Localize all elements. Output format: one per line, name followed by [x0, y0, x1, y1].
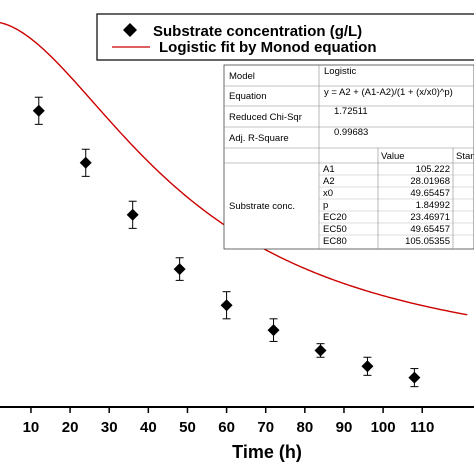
table-r2-label: Adj. R-Square — [229, 133, 289, 144]
x-tick-label: 110 — [410, 419, 434, 436]
table-chisq-value: 1.72511 — [334, 106, 368, 117]
x-tick-label: 40 — [140, 419, 157, 436]
data-point — [79, 148, 92, 177]
param-value: 1.84992 — [416, 200, 450, 211]
diamond-marker — [79, 156, 92, 169]
diamond-marker — [126, 208, 139, 221]
param-value: 23.46971 — [410, 212, 450, 223]
x-tick-label: 20 — [62, 419, 79, 436]
data-point — [126, 200, 139, 229]
param-name: x0 — [323, 188, 333, 199]
legend-box — [96, 13, 474, 61]
table-frame — [223, 64, 474, 250]
param-rows: A1 105.222 A2 28.01968 x0 49.65457 p 1.84992 EC2… — [323, 164, 450, 247]
table-equation-value: y = A2 + (A1-A2)/(1 + (x/x0)^p) — [324, 87, 453, 98]
diamond-marker — [220, 299, 233, 312]
diamond-marker — [314, 344, 327, 357]
param-value: 49.65457 — [410, 188, 450, 199]
param-name: A1 — [323, 164, 335, 175]
param-name: EC20 — [323, 212, 347, 223]
x-tick-label: 30 — [101, 419, 118, 436]
data-point — [173, 257, 186, 281]
param-name: EC50 — [323, 224, 347, 235]
param-value: 49.65457 — [410, 224, 450, 235]
table-model-value: Logistic — [324, 66, 356, 77]
param-name: EC80 — [323, 236, 347, 247]
table-std-header: Standard Error — [456, 151, 474, 162]
param-value: 105.222 — [416, 164, 450, 175]
param-value: 28.01968 — [410, 176, 450, 187]
x-tick-label: 80 — [296, 419, 313, 436]
diamond-marker — [32, 104, 45, 117]
legend: Substrate concentration (g/L) Logistic f… — [96, 13, 474, 61]
table-model-label: Model — [229, 71, 255, 82]
table-row-group: Substrate conc. — [229, 201, 295, 212]
legend-marker-icon — [123, 23, 137, 37]
diamond-marker — [173, 263, 186, 276]
fit-results-table: Model Logistic Equation y = A2 + (A1-A2)… — [223, 64, 474, 250]
data-point — [32, 96, 45, 125]
diamond-marker — [408, 371, 421, 384]
table-value-header: Value — [381, 151, 405, 162]
diamond-marker — [361, 360, 374, 373]
x-tick-label: 90 — [336, 419, 353, 436]
data-point — [361, 356, 374, 376]
x-axis-label: Time (h) — [232, 442, 302, 462]
table-chisq-label: Reduced Chi-Sqr — [229, 112, 302, 123]
x-tick-label: 100 — [371, 419, 396, 436]
param-value: 105.05355 — [405, 236, 450, 247]
data-point — [314, 343, 327, 358]
data-point — [408, 368, 421, 388]
x-tick-label: 10 — [23, 419, 40, 436]
legend-fit-label: Logistic fit by Monod equation — [159, 39, 376, 56]
table-equation-label: Equation — [229, 91, 267, 102]
data-point — [267, 318, 280, 342]
x-tick-label: 50 — [179, 419, 196, 436]
data-point — [220, 291, 233, 320]
param-name: p — [323, 200, 328, 211]
legend-points-label: Substrate concentration (g/L) — [153, 23, 362, 40]
plot-area — [0, 21, 468, 388]
x-tick-label: 70 — [257, 419, 274, 436]
x-axis: 0102030405060708090100110 — [0, 406, 474, 436]
param-name: A2 — [323, 176, 335, 187]
table-r2-value: 0.99683 — [334, 127, 368, 138]
diamond-marker — [267, 324, 280, 337]
x-tick-label: 60 — [218, 419, 235, 436]
